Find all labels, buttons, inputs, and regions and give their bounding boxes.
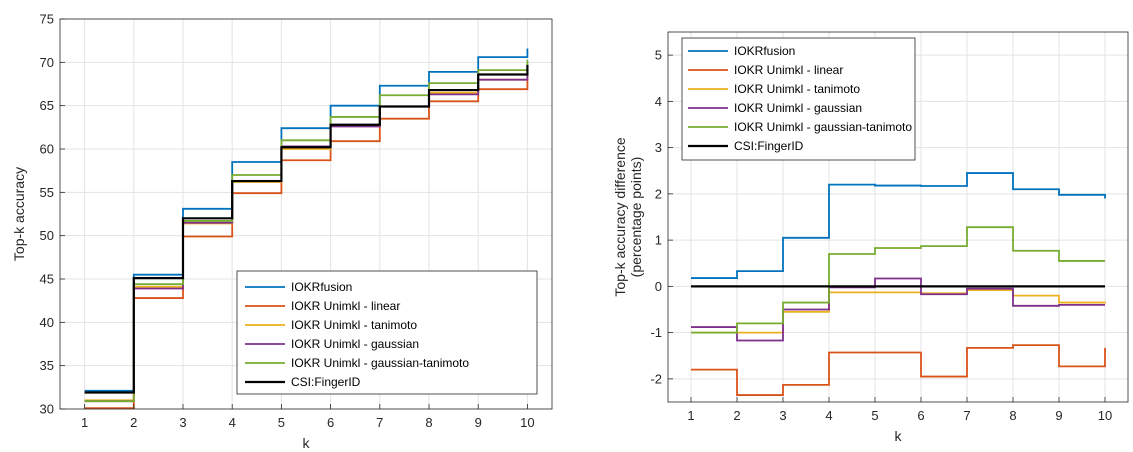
- y-tick-label: 65: [40, 98, 54, 113]
- x-tick-label: 2: [733, 408, 740, 423]
- top-k-difference-chart: 1 2 3 4 5 6 7 8 9 10 -2 -1 0 1 2 3 4 5 k Top-k accuracy dif…: [612, 31, 1129, 444]
- y-tick-label: 30: [40, 402, 54, 417]
- x-axis-label: k: [895, 428, 903, 444]
- x-tick-label: 7: [963, 408, 970, 423]
- y-tick-label: 35: [40, 358, 54, 373]
- legend-label-1: IOKR Unimkl - linear: [291, 299, 400, 313]
- y-tick-label: 75: [40, 12, 54, 27]
- axes-box: [667, 31, 1129, 403]
- x-tick-label: 8: [425, 415, 432, 430]
- legend-label-4: IOKR Unimkl - gaussian-tanimoto: [734, 120, 912, 134]
- legend-label-3: IOKR Unimkl - gaussian: [291, 337, 419, 351]
- x-tick-label: 4: [229, 415, 236, 430]
- x-tick-label: 8: [1009, 408, 1016, 423]
- x-tick-label: 9: [475, 415, 482, 430]
- y-tick-label: -1: [650, 325, 662, 340]
- x-tick-label: 3: [779, 408, 786, 423]
- y-tick-label: 0: [655, 279, 662, 294]
- x-tick-label: 4: [825, 408, 832, 423]
- x-tick-label: 7: [376, 415, 383, 430]
- y-tick-label: 50: [40, 228, 54, 243]
- legend-label-2: IOKR Unimkl - tanimoto: [734, 82, 860, 96]
- legend-label-2: IOKR Unimkl - tanimoto: [291, 318, 417, 332]
- y-tick-label: 70: [40, 55, 54, 70]
- y-tick-label: 55: [40, 185, 54, 200]
- y-axis-label: Top-k accuracy difference: [612, 137, 628, 296]
- x-tick-label: 5: [871, 408, 878, 423]
- series-line-1: [84, 77, 529, 410]
- axes-box: [59, 18, 553, 410]
- legend-box: [681, 37, 916, 161]
- series-line-5: [84, 64, 529, 394]
- legend: IOKRfusion IOKR Unimkl - linear IOKR Unimk…: [681, 37, 916, 161]
- legend: IOKRfusion IOKR Unimkl - linear IOKR Unimk…: [236, 270, 538, 395]
- y-tick-label: 5: [655, 48, 662, 63]
- x-tick-label: 6: [327, 415, 334, 430]
- x-tick-label: 5: [278, 415, 285, 430]
- y-tick-label: 45: [40, 272, 54, 287]
- y-tick-label: 3: [655, 140, 662, 155]
- y-tick-label: 4: [655, 94, 662, 109]
- x-tick-label: 10: [520, 415, 534, 430]
- legend-box: [236, 270, 538, 395]
- y-tick-label: 1: [655, 233, 662, 248]
- legend-label-1: IOKR Unimkl - linear: [734, 63, 843, 77]
- y-tick-label: 60: [40, 142, 54, 157]
- legend-label-3: IOKR Unimkl - gaussian: [734, 101, 862, 115]
- series-line-1: [691, 344, 1106, 396]
- x-tick-label: 9: [1055, 408, 1062, 423]
- y-tick-label: 40: [40, 315, 54, 330]
- x-tick-label: 10: [1098, 408, 1112, 423]
- x-tick-label: 2: [130, 415, 137, 430]
- y-axis-label: Top-k accuracy: [11, 167, 27, 261]
- x-tick-label: 1: [81, 415, 88, 430]
- legend-label-5: CSI:FingerID: [734, 139, 804, 153]
- legend-label-0: IOKRfusion: [734, 44, 795, 58]
- legend-label-5: CSI:FingerID: [291, 375, 361, 389]
- y-axis-label-line2: (percentage points): [628, 157, 644, 278]
- legend-label-0: IOKRfusion: [291, 280, 352, 294]
- series-line-3: [691, 277, 1105, 342]
- x-axis-label: k: [303, 435, 311, 451]
- series-line-4: [691, 226, 1105, 334]
- legend-label-4: IOKR Unimkl - gaussian-tanimoto: [291, 356, 469, 370]
- x-tick-label: 3: [179, 415, 186, 430]
- x-tick-label: 1: [687, 408, 694, 423]
- y-tick-label: 2: [655, 186, 662, 201]
- x-tick-label: 6: [917, 408, 924, 423]
- series-line-0: [691, 172, 1106, 279]
- y-tick-label: -2: [650, 371, 662, 386]
